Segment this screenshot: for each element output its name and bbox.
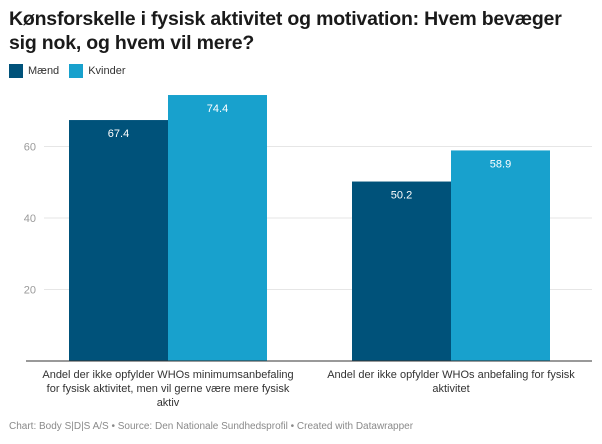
x-tick-label: Andel der ikke opfylder WHOs minimumsanb…	[42, 369, 293, 381]
chart-title: Kønsforskelle i fysisk aktivitet og moti…	[9, 8, 562, 54]
legend-swatch-kvinder	[69, 64, 84, 78]
legend-item-maend: Mænd	[9, 64, 59, 78]
bar-kvinder	[451, 150, 550, 361]
legend-swatch-maend	[9, 64, 23, 78]
legend-label-maend: Mænd	[28, 65, 60, 77]
legend-item-kvinder: Kvinder	[69, 64, 125, 78]
y-tick-label: 20	[24, 285, 36, 297]
legend: Mænd Kvinder	[9, 64, 135, 78]
x-axis-labels: Andel der ikke opfylder WHOs minimumsanb…	[42, 369, 575, 409]
bar-value-label: 58.9	[490, 158, 511, 170]
bar-maend	[69, 120, 168, 361]
y-axis-ticks: 20 40 60	[24, 142, 36, 297]
x-tick-label: Andel der ikke opfylder WHOs anbefaling …	[327, 369, 575, 381]
x-tick-label: aktivitet	[432, 383, 469, 395]
bar-chart: 20 40 60 67.4 74.4 50.2 58.9 Andel der ikke o…	[24, 95, 592, 409]
x-tick-label: aktiv	[157, 397, 180, 409]
y-tick-label: 60	[24, 142, 36, 154]
legend-label-kvinder: Kvinder	[88, 65, 126, 77]
y-tick-label: 40	[24, 213, 36, 225]
bar-value-label: 74.4	[207, 103, 228, 115]
bar-value-label: 67.4	[108, 128, 129, 140]
bar-kvinder	[168, 95, 267, 362]
bar-value-label: 50.2	[391, 190, 412, 202]
bars: 67.4 74.4 50.2 58.9	[69, 95, 550, 362]
chart-footer: Chart: Body S|D|S A/S • Source: Den Nati…	[9, 421, 414, 432]
bar-maend	[352, 181, 451, 361]
x-tick-label: for fysisk aktivitet, men vil gerne være…	[47, 383, 290, 395]
